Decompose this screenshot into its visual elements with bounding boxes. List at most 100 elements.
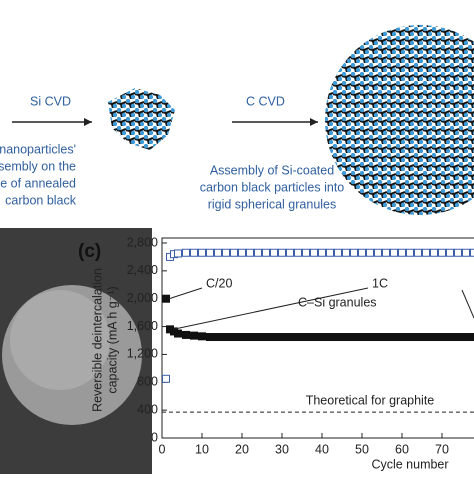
data-point — [295, 249, 302, 256]
data-point — [319, 249, 326, 256]
data-point — [255, 249, 262, 256]
data-point — [255, 334, 262, 341]
data-point — [399, 249, 406, 256]
x-tick-label: 0 — [159, 442, 166, 456]
data-point — [415, 249, 422, 256]
data-point — [407, 249, 414, 256]
y-tick-label: 0 — [151, 430, 158, 444]
data-point — [247, 334, 254, 341]
data-point — [183, 331, 190, 338]
x-axis-label: Cycle number — [371, 457, 448, 471]
caption: assembly on the — [0, 159, 76, 173]
x-tick-label: 20 — [235, 442, 249, 456]
arrow-head — [310, 118, 318, 126]
data-point — [215, 334, 222, 341]
data-point — [463, 249, 470, 256]
data-point — [263, 249, 270, 256]
data-point — [439, 334, 446, 341]
y-tick-label: 2,400 — [127, 263, 158, 277]
data-point — [247, 249, 254, 256]
data-point — [471, 334, 474, 341]
data-point — [279, 334, 286, 341]
x-tick-label: 30 — [275, 442, 289, 456]
data-point — [183, 249, 190, 256]
data-point — [199, 333, 206, 340]
data-point — [335, 249, 342, 256]
data-point — [303, 334, 310, 341]
caption: rigid spherical granules — [208, 197, 337, 211]
data-point — [383, 334, 390, 341]
leader — [169, 288, 202, 299]
data-point — [271, 334, 278, 341]
caption: carbon black — [5, 193, 77, 207]
data-point — [311, 334, 318, 341]
annotation: C–Si granules — [298, 295, 377, 309]
data-point — [239, 334, 246, 341]
x-tick-label: 50 — [355, 442, 369, 456]
x-tick-label: 10 — [195, 442, 209, 456]
data-point — [471, 249, 474, 256]
data-point — [191, 332, 198, 339]
data-point — [391, 334, 398, 341]
data-point — [407, 334, 414, 341]
y-axis-label: Reversible deintercalation — [90, 268, 104, 412]
particle-cluster — [108, 88, 175, 150]
data-point — [279, 249, 286, 256]
data-point — [375, 249, 382, 256]
panel-label: (c) — [78, 241, 101, 262]
data-point — [367, 334, 374, 341]
y-tick-label: 2,800 — [127, 235, 158, 249]
data-point — [375, 334, 382, 341]
reference-label: Theoretical for graphite — [306, 393, 435, 407]
x-tick-label: 40 — [315, 442, 329, 456]
data-point — [343, 334, 350, 341]
caption: Assembly of Si-coated — [210, 163, 334, 177]
step-label: Si CVD — [30, 94, 71, 108]
y-tick-label: 2,000 — [127, 291, 158, 305]
data-point — [343, 249, 350, 256]
granule — [325, 25, 474, 215]
data-point — [239, 249, 246, 256]
caption: face of annealed — [0, 176, 76, 190]
data-point — [455, 334, 462, 341]
data-point — [207, 334, 214, 341]
data-point — [455, 249, 462, 256]
data-point — [311, 249, 318, 256]
annotation: C/20 — [206, 276, 232, 290]
data-point — [319, 334, 326, 341]
x-tick-label: 60 — [395, 442, 409, 456]
data-point — [415, 334, 422, 341]
data-point — [423, 249, 430, 256]
y-tick-label: 800 — [137, 375, 158, 389]
data-point — [287, 249, 294, 256]
data-point — [231, 249, 238, 256]
step-label: C CVD — [246, 94, 285, 108]
y-axis-label: capacity (mA h g⁻¹) — [105, 286, 119, 393]
data-point — [359, 334, 366, 341]
data-point — [191, 249, 198, 256]
data-point — [351, 334, 358, 341]
data-point — [367, 249, 374, 256]
data-point — [175, 330, 182, 337]
data-point — [295, 334, 302, 341]
leader — [462, 290, 474, 318]
plot-area — [162, 249, 474, 412]
data-point — [439, 249, 446, 256]
data-point — [215, 249, 222, 256]
data-point — [447, 249, 454, 256]
data-point — [163, 375, 170, 382]
data-point — [223, 249, 230, 256]
data-point — [447, 334, 454, 341]
data-point — [351, 249, 358, 256]
data-point — [287, 334, 294, 341]
data-point — [431, 334, 438, 341]
data-point — [463, 334, 470, 341]
data-point — [327, 334, 334, 341]
caption: nanoparticles' — [0, 142, 76, 156]
data-point — [359, 249, 366, 256]
data-point — [383, 249, 390, 256]
y-tick-label: 1,600 — [127, 319, 158, 333]
data-point — [303, 249, 310, 256]
